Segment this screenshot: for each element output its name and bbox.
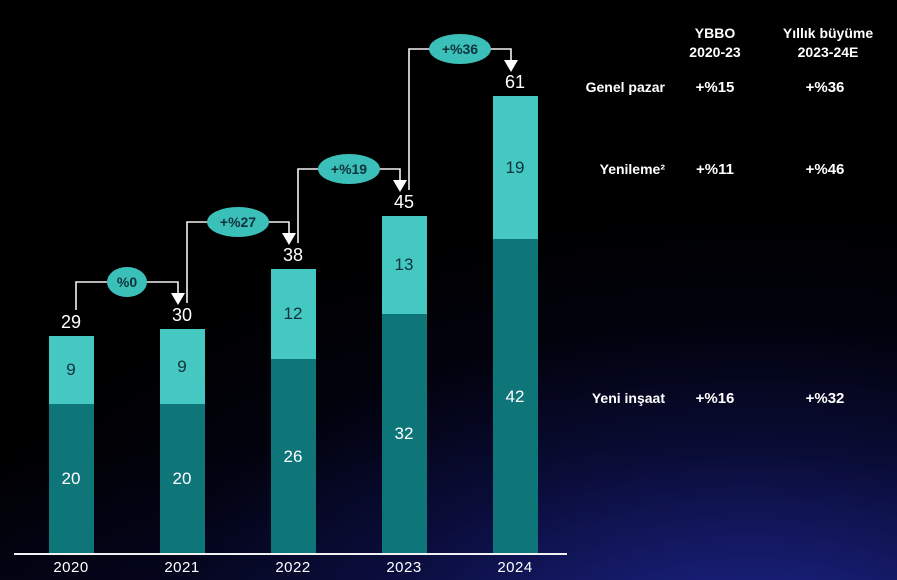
x-tick-2024: 2024 bbox=[497, 559, 533, 576]
row-label-genel-pazar: Genel pazar bbox=[585, 79, 665, 95]
table-header-ybbo: YBBO 2020-23 bbox=[650, 24, 780, 62]
bar-2020: 9 20 bbox=[48, 336, 94, 554]
cell-yenileme-ybbo: +%11 bbox=[696, 161, 734, 178]
total-label-2021: 30 bbox=[171, 305, 193, 325]
segment-renovation-2020: 9 bbox=[48, 336, 94, 404]
segment-renovation-2024: 19 bbox=[492, 96, 538, 239]
segment-new-construction-2020: 20 bbox=[48, 404, 94, 554]
x-axis-line bbox=[14, 553, 567, 555]
segment-renovation-2021: 9 bbox=[159, 329, 205, 404]
table-header-yillik: Yıllık büyüme 2023-24E bbox=[758, 24, 897, 62]
cell-yeni-insaat-ybbo: +%16 bbox=[695, 390, 735, 407]
bar-2022: 12 26 bbox=[270, 269, 316, 554]
segment-renovation-2023: 13 bbox=[381, 216, 427, 314]
row-label-yenileme: Yenileme² bbox=[599, 161, 665, 177]
table-header-yillik-line1: Yıllık büyüme bbox=[782, 25, 874, 41]
bar-2021: 9 20 bbox=[159, 329, 205, 554]
x-tick-2022: 2022 bbox=[275, 559, 311, 576]
segment-new-construction-2023: 32 bbox=[381, 314, 427, 554]
bar-2023: 13 32 bbox=[381, 216, 427, 554]
segment-new-construction-2024: 42 bbox=[492, 239, 538, 554]
row-label-yeni-insaat: Yeni inşaat bbox=[591, 390, 665, 406]
segment-renovation-2022: 12 bbox=[270, 269, 316, 359]
table-header-yillik-line2: 2023-24E bbox=[797, 44, 859, 60]
segment-new-construction-2021: 20 bbox=[159, 404, 205, 554]
table-header-ybbo-line2: 2020-23 bbox=[689, 44, 741, 60]
x-tick-2020: 2020 bbox=[53, 559, 89, 576]
cell-genel-pazar-ybbo: +%15 bbox=[695, 79, 735, 96]
table-header-ybbo-line1: YBBO bbox=[694, 25, 736, 41]
segment-new-construction-2022: 26 bbox=[270, 359, 316, 554]
x-tick-2023: 2023 bbox=[386, 559, 422, 576]
total-label-2023: 45 bbox=[393, 192, 415, 212]
total-label-2022: 38 bbox=[282, 245, 304, 265]
cell-genel-pazar-yillik: +%36 bbox=[805, 79, 845, 96]
total-label-2020: 29 bbox=[60, 312, 82, 332]
cell-yenileme-yillik: +%46 bbox=[805, 161, 845, 178]
cell-yeni-insaat-yillik: +%32 bbox=[805, 390, 845, 407]
bar-2024: 19 42 bbox=[492, 96, 538, 554]
x-tick-2021: 2021 bbox=[164, 559, 200, 576]
